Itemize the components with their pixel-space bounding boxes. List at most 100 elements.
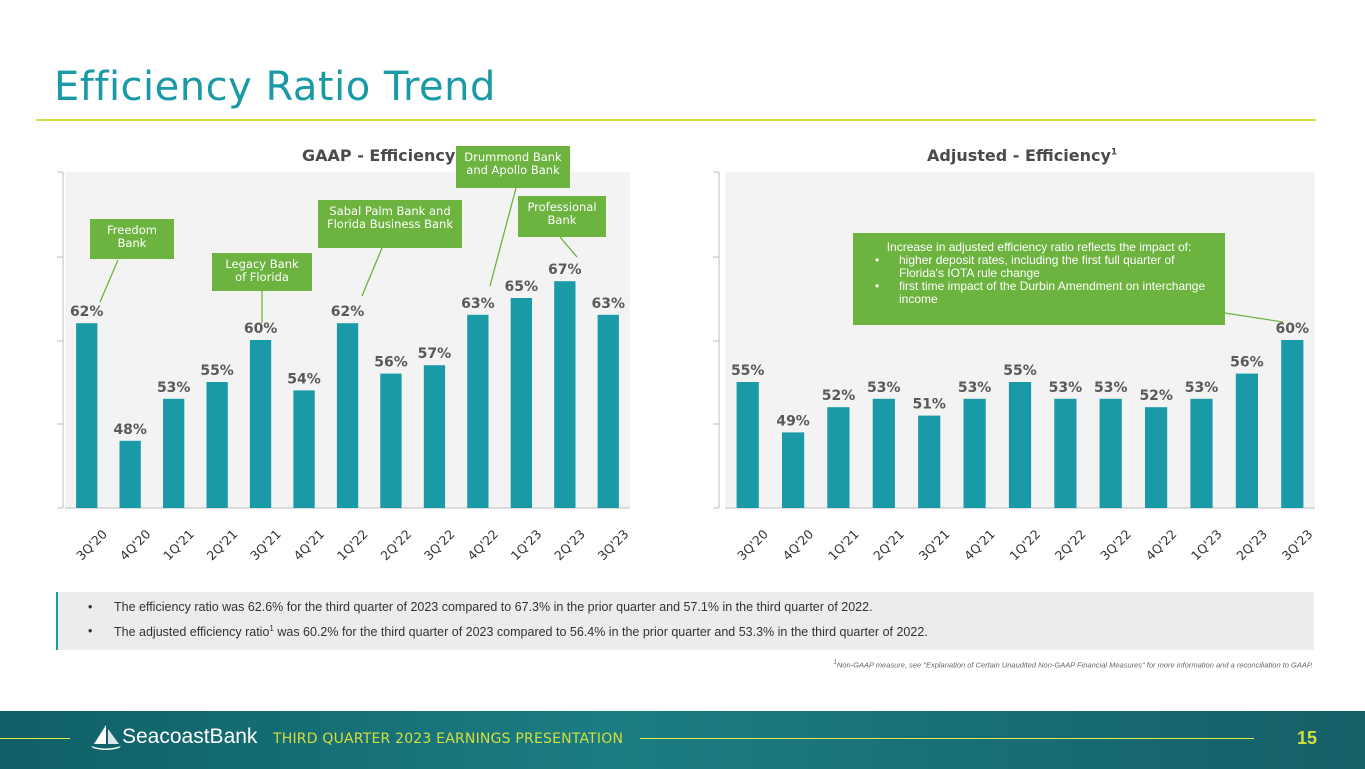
data-label: 60% — [244, 321, 278, 337]
category-tick-label: 1Q'23 — [508, 526, 545, 563]
category-tick-label: 3Q'22 — [421, 526, 458, 563]
bar — [380, 373, 402, 508]
bar — [336, 323, 359, 508]
footer-title: THIRD QUARTER 2023 EARNINGS PRESENTATION — [273, 731, 624, 747]
adjusted-efficiency-chart: 55% 3Q'20 49% 4Q'20 52% 1Q'21 53% 2Q'21 51% 3Q'21… — [713, 171, 1316, 563]
bar — [872, 398, 895, 508]
data-label: 67% — [548, 262, 582, 278]
bar — [963, 398, 986, 508]
bar — [736, 382, 759, 508]
page-number: 15 — [1296, 728, 1317, 748]
bar — [782, 432, 805, 508]
data-label: 65% — [505, 279, 539, 295]
logo-text: SeacoastBank — [122, 725, 258, 748]
bar — [510, 298, 532, 508]
bar — [119, 440, 141, 508]
bar — [206, 382, 228, 508]
data-label: 52% — [822, 388, 856, 404]
note-intro: Increase in adjusted efficiency ratio re… — [886, 240, 1192, 254]
category-tick-label: 2Q'23 — [551, 526, 588, 563]
callout-drummond-bank: Drummond Bank and Apollo Bank — [456, 146, 570, 188]
footer-line-right — [640, 738, 1254, 739]
footer-bar: SeacoastBank THIRD QUARTER 2023 EARNINGS… — [0, 711, 1365, 769]
title-rule — [36, 119, 1316, 121]
bar — [1054, 398, 1077, 508]
category-tick-label: 4Q'21 — [961, 526, 998, 563]
data-label: 63% — [461, 296, 495, 312]
bar — [1190, 398, 1213, 508]
note-connector — [1224, 312, 1284, 323]
bar — [1281, 340, 1304, 508]
seacoast-logo: SeacoastBank — [90, 724, 257, 750]
sailboat-icon — [91, 725, 121, 750]
category-tick-label: 2Q'21 — [870, 526, 907, 563]
callout-sabal-palm-bank: Sabal Palm Bank and Florida Business Ban… — [318, 200, 462, 248]
category-tick-label: 4Q'20 — [117, 526, 154, 563]
category-tick-label: 1Q'21 — [160, 526, 197, 563]
callout-professional-bank: Professional Bank — [518, 196, 606, 237]
category-tick-label: 4Q'22 — [464, 526, 501, 563]
category-tick-label: 3Q'21 — [247, 526, 284, 563]
bar — [293, 390, 315, 508]
note-item: • higher deposit rates, including the fir… — [875, 253, 1175, 280]
adjusted-note-box: Increase in adjusted efficiency ratio re… — [853, 233, 1225, 325]
page-title: Efficiency Ratio Trend — [54, 64, 496, 110]
category-tick-label: 2Q'22 — [1052, 526, 1089, 563]
summary-bullet: • The adjusted efficiency ratio1 was 60.2… — [88, 624, 928, 640]
drummond-connector — [489, 187, 517, 287]
category-tick-label: 2Q'23 — [1233, 526, 1270, 563]
data-label: 53% — [1094, 380, 1128, 396]
category-tick-label: 1Q'22 — [1006, 526, 1043, 563]
data-label: 53% — [1049, 380, 1083, 396]
bar — [1235, 373, 1258, 508]
category-tick-label: 1Q'23 — [1188, 526, 1225, 563]
callout-legacy-bank: Legacy Bank of Florida — [212, 253, 312, 291]
data-label: 48% — [113, 422, 147, 438]
callout-freedom-bank: Freedom Bank — [90, 219, 174, 259]
bar — [423, 365, 446, 508]
data-label: 55% — [1003, 363, 1037, 379]
bar — [249, 340, 272, 508]
data-label: 63% — [592, 296, 626, 312]
note-item: • first time impact of the Durbin Amendme… — [875, 279, 1206, 306]
category-tick-label: 3Q'23 — [1279, 526, 1316, 563]
callout-connectors — [99, 187, 1284, 323]
freedom-connector — [99, 259, 119, 303]
category-tick-label: 2Q'22 — [377, 526, 414, 563]
data-label: 51% — [912, 397, 946, 413]
data-label: 60% — [1276, 321, 1310, 337]
summary-bullet: • The efficiency ratio was 62.6% for the … — [88, 600, 873, 614]
bar — [76, 323, 98, 508]
category-tick-label: 4Q'22 — [1143, 526, 1180, 563]
category-tick-label: 1Q'21 — [825, 526, 862, 563]
bar — [827, 407, 850, 508]
gaap-chart-title: GAAP - Efficiency — [302, 146, 456, 165]
data-label: 55% — [731, 363, 765, 379]
category-tick-label: 1Q'22 — [334, 526, 371, 563]
sabal-connector — [361, 247, 383, 297]
data-label: 53% — [1185, 380, 1219, 396]
data-label: 53% — [958, 380, 992, 396]
bar — [918, 415, 941, 508]
professional-connector — [559, 236, 578, 258]
category-tick-label: 2Q'21 — [203, 526, 240, 563]
summary-panel: • The efficiency ratio was 62.6% for the … — [56, 592, 1314, 650]
data-label: 49% — [776, 413, 810, 429]
data-label: 56% — [1230, 355, 1264, 371]
bar — [1008, 382, 1032, 508]
data-label: 62% — [70, 304, 104, 320]
category-tick-label: 3Q'20 — [734, 526, 771, 563]
category-tick-label: 3Q'21 — [916, 526, 953, 563]
bar — [1145, 407, 1168, 508]
category-tick-label: 3Q'23 — [595, 526, 632, 563]
data-label: 54% — [287, 371, 321, 387]
footnote: 1Non-GAAP measure, see "Explanation of C… — [833, 660, 1313, 670]
category-tick-label: 4Q'21 — [290, 526, 327, 563]
data-label: 55% — [200, 363, 234, 379]
data-label: 53% — [867, 380, 901, 396]
category-tick-label: 3Q'20 — [73, 526, 110, 563]
data-label: 52% — [1139, 388, 1173, 404]
data-label: 57% — [418, 346, 452, 362]
bar — [554, 281, 576, 508]
data-label: 53% — [157, 380, 191, 396]
